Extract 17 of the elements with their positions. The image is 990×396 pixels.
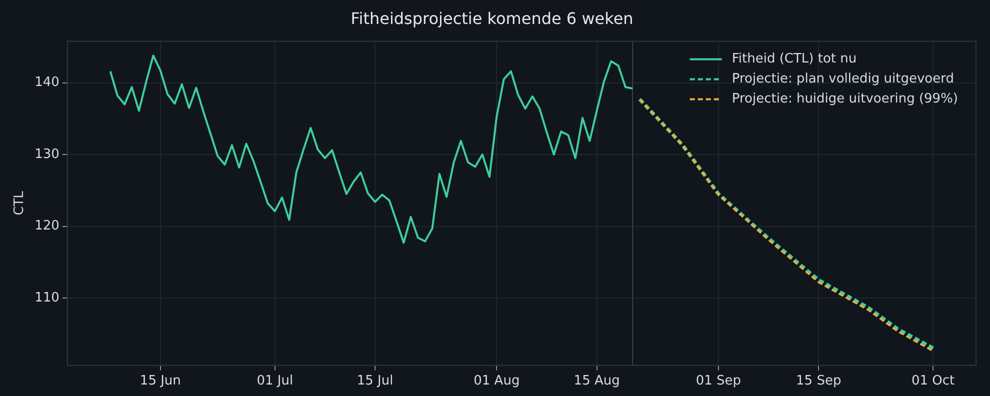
y-tick-label: 140 xyxy=(34,75,60,90)
x-tick-label: 01 Jul xyxy=(256,374,294,389)
x-tick-label: 15 Jul xyxy=(356,374,394,389)
x-tick-label: 01 Aug xyxy=(474,374,520,389)
y-tick-label: 120 xyxy=(34,218,60,234)
legend-label: Fitheid (CTL) tot nu xyxy=(732,52,857,67)
x-tick-label: 15 Aug xyxy=(574,374,620,389)
y-axis-title: CTL xyxy=(12,190,28,216)
x-tick-label: 15 Jun xyxy=(140,374,181,389)
legend-label: Projectie: huidige uitvoering (99%) xyxy=(732,92,958,107)
x-tick-label: 01 Oct xyxy=(911,374,955,389)
x-tick-label: 01 Sep xyxy=(696,374,742,389)
y-tick-label: 110 xyxy=(34,290,60,306)
legend-label: Projectie: plan volledig uitgevoerd xyxy=(732,72,954,87)
y-tick-label: 130 xyxy=(34,146,60,162)
x-tick-label: 15 Sep xyxy=(796,374,842,389)
chart-title: Fitheidsprojectie komende 6 weken xyxy=(350,8,634,28)
